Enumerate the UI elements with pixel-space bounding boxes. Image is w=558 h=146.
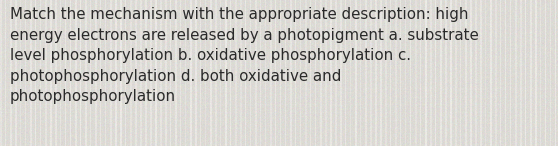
Text: Match the mechanism with the appropriate description: high
energy electrons are : Match the mechanism with the appropriate… — [10, 7, 479, 104]
